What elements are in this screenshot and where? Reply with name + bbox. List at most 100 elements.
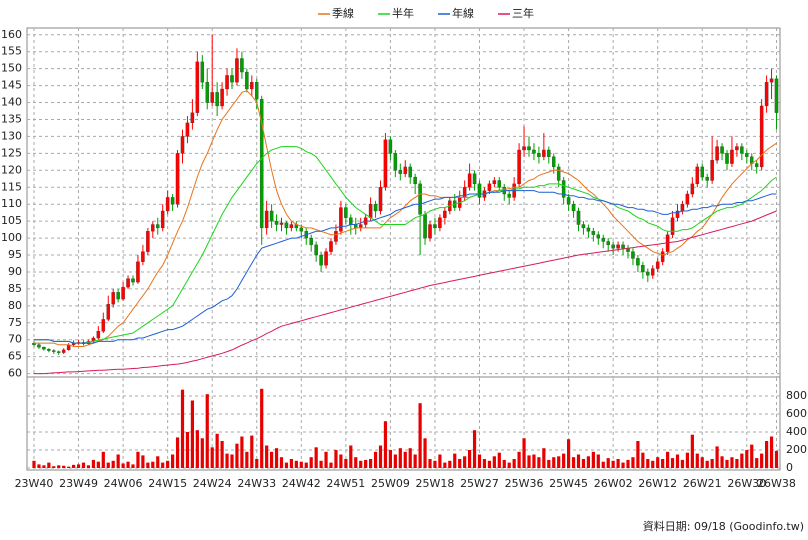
candle-body xyxy=(571,204,576,212)
candle-body xyxy=(423,214,427,239)
volume-bar xyxy=(413,454,417,468)
volume-bar xyxy=(210,447,214,468)
volume-bar xyxy=(37,464,41,468)
volume-bar xyxy=(146,462,150,468)
candle-body xyxy=(383,139,388,188)
volume-bar xyxy=(670,458,675,468)
candle-body xyxy=(141,251,145,262)
candle-body xyxy=(250,82,254,90)
candle-body xyxy=(601,237,606,242)
volume-bar xyxy=(571,457,576,468)
candle-body xyxy=(418,183,422,215)
volume-bar xyxy=(32,460,36,468)
y-tick-label: 120 xyxy=(1,163,22,176)
candle-body xyxy=(393,153,398,171)
volume-bar xyxy=(675,454,680,468)
volume-bar xyxy=(304,462,308,468)
volume-bar xyxy=(299,461,303,468)
volume-bar xyxy=(636,441,640,468)
x-tick-label: 25W45 xyxy=(549,477,588,490)
volume-bar xyxy=(601,461,605,468)
candle-body xyxy=(537,153,541,157)
candle-body xyxy=(690,183,695,195)
volume-bar xyxy=(666,451,670,468)
candle-body xyxy=(467,173,472,188)
candle-body xyxy=(745,153,749,157)
volume-bar xyxy=(57,465,61,468)
volume-bar xyxy=(586,456,590,468)
candle-body xyxy=(170,197,175,205)
volume-bar xyxy=(567,439,571,468)
volume-bar xyxy=(408,448,412,468)
y-tick-label: 0 xyxy=(786,461,793,474)
volume-bar xyxy=(136,451,140,468)
volume-bar xyxy=(720,456,724,468)
candle-body xyxy=(230,75,234,83)
candle-body xyxy=(185,122,190,137)
candle-body xyxy=(269,210,274,222)
legend-label: 半年 xyxy=(392,6,414,20)
volume-bar xyxy=(200,438,204,468)
y-tick-label: 75 xyxy=(8,316,22,329)
x-tick-label: 24W33 xyxy=(237,477,276,490)
volume-bar xyxy=(171,454,175,468)
candle-body xyxy=(329,241,333,252)
volume-bar xyxy=(235,443,239,468)
candle-body xyxy=(289,224,294,229)
volume-bar xyxy=(532,454,536,468)
volume-bar xyxy=(735,459,739,468)
volume-bar xyxy=(151,461,155,468)
x-tick-label: 24W51 xyxy=(326,477,365,490)
candle-body xyxy=(438,217,442,229)
candle-body xyxy=(651,268,655,276)
volume-bar xyxy=(685,452,689,468)
candle-body xyxy=(532,149,536,154)
volume-bar xyxy=(680,459,685,468)
volume-bar xyxy=(433,460,437,468)
y-tick-label: 150 xyxy=(1,62,22,75)
candle-body xyxy=(487,183,492,191)
y-tick-label: 90 xyxy=(8,265,22,278)
x-tick-label: 24W42 xyxy=(282,477,321,490)
volume-bar xyxy=(755,458,759,468)
y-tick-label: 95 xyxy=(8,248,22,261)
x-tick-label: 24W06 xyxy=(104,477,143,490)
x-tick-label: 23W49 xyxy=(59,477,98,490)
volume-bar xyxy=(443,462,447,468)
candle-body xyxy=(373,204,378,212)
volume-bar xyxy=(542,448,546,468)
volume-bar xyxy=(62,465,66,468)
volume-bar xyxy=(581,459,586,468)
candle-body xyxy=(576,210,581,225)
volume-bar xyxy=(161,462,165,468)
candle-body xyxy=(710,159,714,181)
candle-body xyxy=(398,170,403,174)
volume-bar xyxy=(458,459,462,468)
ma-line xyxy=(34,90,777,347)
candle-body xyxy=(566,197,571,205)
x-tick-label: 25W36 xyxy=(505,477,544,490)
x-tick-label: 26W02 xyxy=(594,477,633,490)
volume-bar xyxy=(626,459,630,468)
x-tick-label: 24W24 xyxy=(193,477,232,490)
volume-bar xyxy=(725,459,729,468)
volume-bar xyxy=(116,454,120,468)
volume-bar xyxy=(393,454,397,468)
x-tick-label: 26W30 xyxy=(727,477,766,490)
candle-body xyxy=(695,166,700,185)
candle-body xyxy=(754,163,759,168)
y-tick-label: 85 xyxy=(8,282,22,295)
x-tick-label: 24W15 xyxy=(148,477,187,490)
volume-bar xyxy=(522,438,526,468)
volume-bar xyxy=(230,454,234,468)
candle-body xyxy=(47,349,51,351)
volume-bar xyxy=(492,456,496,468)
y-tick-label: 110 xyxy=(1,197,22,210)
y-tick-label: 115 xyxy=(1,180,22,193)
candle-body xyxy=(720,146,724,154)
candle-body xyxy=(670,217,675,235)
candle-body xyxy=(764,82,769,107)
candle-body xyxy=(507,193,511,198)
volume-bar xyxy=(487,460,491,468)
volume-bar xyxy=(354,457,358,468)
